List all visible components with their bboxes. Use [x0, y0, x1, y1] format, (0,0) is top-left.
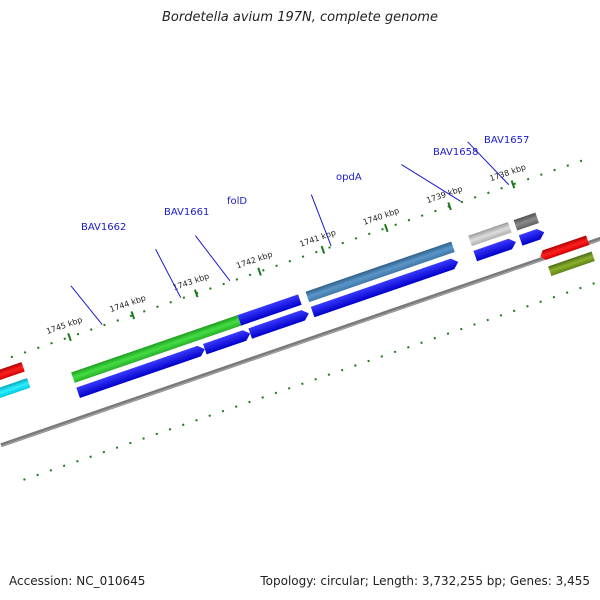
cds-arrow[interactable]: [473, 237, 517, 262]
gene-label-bav1661[interactable]: BAV1661: [164, 207, 209, 218]
gene-feature-steelblue[interactable]: [305, 241, 455, 303]
gene-feature-dimgray[interactable]: [513, 212, 539, 231]
outer-tick-track: [0, 157, 590, 368]
page-title: Bordetella avium 197N, complete genome: [162, 10, 438, 25]
genome-track: 1745 kbp 1744 kbp 1743 kbp 1742 kbp 1741…: [0, 141, 600, 481]
gene-feature-silver[interactable]: [468, 222, 512, 247]
gene-label-opda[interactable]: opdA: [336, 172, 362, 183]
cds-arrow[interactable]: [76, 344, 206, 398]
gene-label-bav1657[interactable]: BAV1657: [484, 135, 529, 146]
scale-label: 1740 kbp: [362, 206, 401, 227]
genome-summary: Topology: circular; Length: 3,732,255 bp…: [260, 574, 590, 588]
scale-label: 1744 kbp: [108, 293, 147, 314]
gene-label-fold[interactable]: folD: [227, 196, 247, 207]
genome-backbone: [0, 228, 600, 448]
edge-feature-red[interactable]: [0, 362, 25, 384]
edge-feature-cyan[interactable]: [0, 378, 31, 400]
gene-feature-green[interactable]: [71, 315, 242, 383]
scale-label: 1745 kbp: [45, 315, 84, 336]
cds-arrow[interactable]: [248, 308, 310, 339]
cds-features[interactable]: [76, 227, 546, 398]
gene-labels: BAV1662 BAV1661 folD opdA BAV1658 BAV165…: [81, 135, 529, 233]
gene-feature-blue[interactable]: [237, 294, 302, 326]
gene-label-bav1662[interactable]: BAV1662: [81, 222, 126, 233]
scale-label: 1739 kbp: [425, 184, 464, 205]
cds-arrow[interactable]: [310, 257, 460, 318]
edge-feature-olive[interactable]: [548, 251, 595, 276]
gene-leaders: [70, 141, 510, 326]
edge-arrow-red[interactable]: [539, 235, 590, 261]
cds-arrow[interactable]: [518, 227, 546, 246]
gene-features[interactable]: [71, 212, 539, 383]
scale-label: 1738 kbp: [489, 163, 528, 184]
inner-tick-track: [23, 270, 600, 481]
scale-major-ticks: [67, 180, 516, 342]
scale-label: 1742 kbp: [235, 250, 274, 271]
cds-arrow[interactable]: [203, 328, 252, 355]
edge-features[interactable]: [0, 235, 595, 400]
gene-label-bav1658[interactable]: BAV1658: [433, 147, 478, 158]
scale-label: 1743 kbp: [172, 272, 211, 293]
accession-label: Accession: NC_010645: [9, 574, 146, 588]
